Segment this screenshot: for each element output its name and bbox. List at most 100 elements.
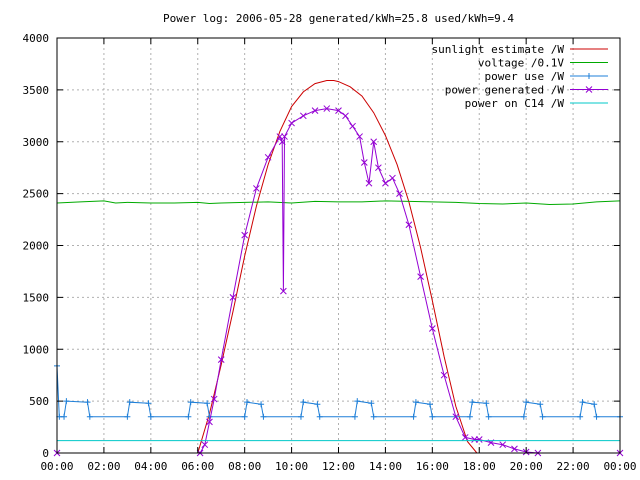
y-tick-label: 500 [29,395,49,408]
legend-label: sunlight estimate /W [432,43,565,56]
x-tick-label: 00:00 [40,460,73,473]
legend-label: power generated /W [445,84,565,97]
data-point [360,159,368,166]
x-tick-label: 22:00 [557,460,590,473]
data-point [260,413,267,420]
data-point [579,399,586,406]
data-point [264,153,272,161]
chart-title: Power log: 2006-05-28 generated/kWh=25.8… [163,12,514,25]
data-point [351,413,358,420]
data-point [537,401,544,408]
data-point [440,371,448,379]
data-point [278,138,286,146]
y-tick-label: 4000 [23,32,50,45]
legend-marker [585,86,593,93]
data-point [539,413,546,420]
y-tick-label: 1000 [23,343,50,356]
data-point [417,273,424,280]
data-point [426,401,433,408]
data-point [520,413,527,420]
plot-area [53,80,624,457]
data-point [499,441,507,449]
data-point [485,413,492,420]
data-point [593,413,600,420]
data-point [299,112,307,120]
data-point [429,413,436,420]
data-point [365,179,373,187]
data-point [396,190,403,197]
data-point [206,413,213,420]
x-tick-label: 08:00 [228,460,261,473]
data-point [217,356,225,363]
x-tick-label: 18:00 [463,460,496,473]
data-point [147,413,154,420]
data-point [389,174,396,182]
series-sunlight-estimate-w [197,80,478,454]
data-point [185,413,192,420]
data-point [311,107,319,114]
data-point [323,105,331,112]
legend-label: power use /W [485,70,565,83]
data-point [335,107,342,114]
series-power-use-w [54,362,623,420]
data-point [511,445,518,453]
series-line [56,200,621,206]
data-point [86,413,93,420]
x-tick-label: 10:00 [275,460,308,473]
data-point [461,434,469,441]
data-point [258,401,265,408]
legend-label: voltage /0.1V [478,57,564,70]
data-point [412,399,419,406]
data-point [466,413,473,420]
data-point [229,294,237,301]
y-tick-label: 3500 [23,84,50,97]
x-tick-label: 00:00 [603,460,636,473]
data-point [288,119,295,127]
data-point [63,398,70,405]
data-point [428,325,436,332]
data-point [124,413,131,420]
data-point [206,418,213,426]
data-point [368,400,375,407]
x-tick-label: 14:00 [369,460,402,473]
data-point [342,112,349,120]
data-point [253,185,260,192]
series-line [197,80,478,454]
data-point [349,122,356,130]
data-point [475,436,483,443]
data-point [356,133,363,140]
y-tick-label: 3000 [23,136,50,149]
data-point [483,400,490,407]
data-point [577,413,584,420]
data-point [241,231,249,239]
legend-marker [586,73,592,79]
data-point [280,287,287,295]
data-point [354,398,361,405]
data-point [452,413,460,421]
data-point [210,395,218,403]
data-point [126,399,133,406]
data-point [204,400,211,407]
x-tick-label: 02:00 [87,460,120,473]
series-power-generated-w [53,105,624,457]
data-point [375,164,382,172]
data-point [61,413,68,420]
data-point [370,138,378,146]
x-tick-label: 12:00 [322,460,355,473]
y-tick-label: 0 [42,447,49,460]
data-point [316,413,323,420]
y-tick-label: 2500 [23,188,50,201]
data-point [591,401,598,408]
grid [57,38,620,453]
data-point [84,399,91,406]
data-point [410,413,417,420]
data-point [300,399,307,406]
data-point [241,413,248,420]
x-tick-label: 16:00 [416,460,449,473]
data-point [201,441,209,449]
legend-label: power on C14 /W [465,97,565,110]
axis-ticks: 0 500 1000 1500 2000 2500 3000 3500 4000 00:00 02:… [23,32,637,473]
data-point [187,399,194,406]
data-point [297,413,304,420]
